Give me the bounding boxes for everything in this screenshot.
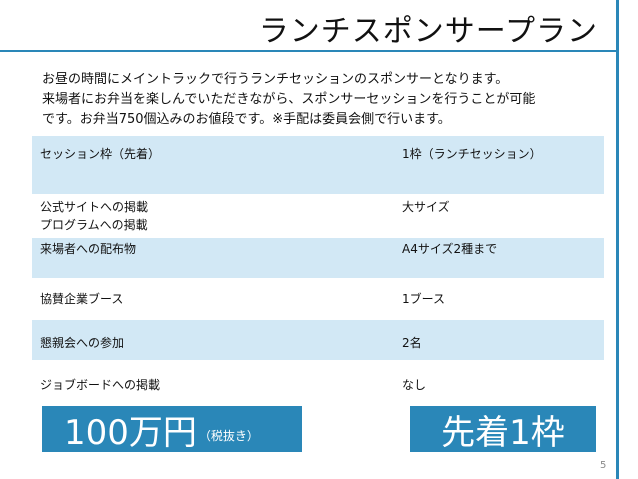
row-label: ジョブボードへの掲載 xyxy=(40,378,161,392)
row-label-line: プログラムへの掲載 xyxy=(40,218,148,232)
intro-line: です。お弁当750個込みのお値段です。※手配は委員会側で行います。 xyxy=(42,112,451,127)
table-row: ジョブボードへの掲載 なし xyxy=(32,360,604,402)
row-label: 来場者への配布物 xyxy=(40,242,137,256)
page-number: 5 xyxy=(600,460,607,471)
row-label: 懇親会への参加 xyxy=(40,336,125,350)
table-row: セッション枠（先着） 1枠（ランチセッション） xyxy=(32,136,604,194)
row-value: A4サイズ2種まで xyxy=(402,242,498,256)
row-label: 公式サイトへの掲載 プログラムへの掲載 xyxy=(32,194,394,238)
slide-title: ランチスポンサープラン xyxy=(258,14,598,49)
price-badge: 100万円 （税抜き） xyxy=(42,406,302,453)
row-value: なし xyxy=(402,378,427,392)
price-amount: 100万円 xyxy=(64,412,197,453)
row-value: 2名 xyxy=(402,336,422,350)
row-label: 協賛企業ブース xyxy=(40,292,124,306)
right-edge-bar xyxy=(616,0,619,479)
price-tax-note: （税抜き） xyxy=(198,428,259,443)
intro-line: お昼の時間にメイントラックで行うランチセッションのスポンサーとなります。 xyxy=(42,72,509,87)
intro-line: 来場者にお弁当を楽しんでいただきながら、スポンサーセッションを行うことが可能 xyxy=(42,92,536,107)
table-row: 公式サイトへの掲載 プログラムへの掲載 大サイズ xyxy=(32,194,604,238)
row-value: 1ブース xyxy=(402,292,446,306)
table-row: 懇親会への参加 2名 xyxy=(32,320,604,360)
row-value: 1枠（ランチセッション） xyxy=(402,147,542,161)
sponsor-benefits-table: セッション枠（先着） 1枠（ランチセッション） 公式サイトへの掲載 プログラムへ… xyxy=(32,136,604,402)
table-row: 来場者への配布物 A4サイズ2種まで xyxy=(32,238,604,278)
row-label-line: 公式サイトへの掲載 xyxy=(40,200,149,214)
intro-text: お昼の時間にメイントラックで行うランチセッションのスポンサーとなります。 来場者… xyxy=(42,70,602,130)
slot-badge: 先着1枠 xyxy=(410,406,596,453)
table-row: 協賛企業ブース 1ブース xyxy=(32,278,604,320)
row-label: セッション枠（先着） xyxy=(40,147,161,161)
row-value: 大サイズ xyxy=(402,200,450,214)
title-divider xyxy=(0,50,616,52)
